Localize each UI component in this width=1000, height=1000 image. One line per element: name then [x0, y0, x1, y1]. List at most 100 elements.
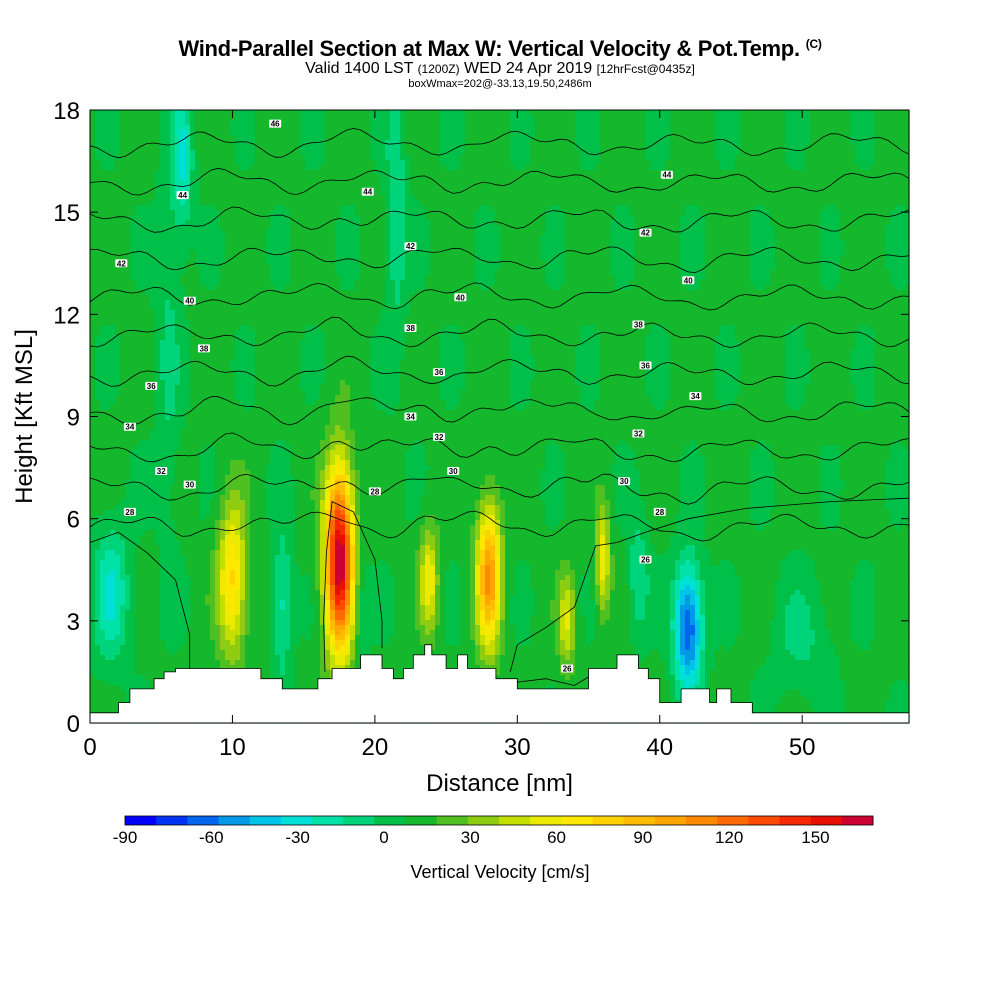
- velocity-cell: [135, 475, 141, 481]
- velocity-cell: [280, 125, 286, 131]
- velocity-cell: [95, 340, 101, 346]
- velocity-cell: [155, 475, 161, 481]
- velocity-cell: [245, 125, 251, 131]
- velocity-cell: [175, 410, 181, 416]
- velocity-cell: [100, 485, 106, 491]
- velocity-cell: [245, 150, 251, 156]
- velocity-cell: [180, 165, 186, 171]
- velocity-cell: [165, 415, 171, 421]
- velocity-cell: [130, 295, 136, 301]
- velocity-cell: [220, 245, 226, 251]
- velocity-cell: [100, 625, 106, 631]
- velocity-cell: [140, 235, 146, 241]
- velocity-cell: [165, 580, 171, 586]
- velocity-cell: [190, 460, 196, 466]
- velocity-cell: [175, 660, 181, 666]
- velocity-cell: [130, 505, 136, 511]
- velocity-cell: [210, 170, 216, 176]
- velocity-cell: [215, 440, 221, 446]
- velocity-cell: [120, 565, 126, 571]
- velocity-cell: [265, 205, 271, 211]
- velocity-cell: [145, 490, 151, 496]
- velocity-cell: [245, 390, 251, 396]
- velocity-cell: [160, 415, 166, 421]
- velocity-cell: [285, 665, 291, 671]
- velocity-cell: [240, 210, 246, 216]
- velocity-cell: [120, 290, 126, 296]
- velocity-cell: [160, 640, 166, 646]
- velocity-cell: [215, 155, 221, 161]
- velocity-cell: [120, 225, 126, 231]
- velocity-cell: [230, 385, 236, 391]
- velocity-cell: [175, 300, 181, 306]
- velocity-cell: [145, 350, 151, 356]
- velocity-cell: [250, 575, 256, 581]
- velocity-cell: [215, 560, 221, 566]
- velocity-cell: [220, 370, 226, 376]
- velocity-cell: [165, 165, 171, 171]
- velocity-cell: [185, 650, 191, 656]
- velocity-cell: [260, 285, 266, 291]
- velocity-cell: [180, 120, 186, 126]
- velocity-cell: [130, 660, 136, 666]
- velocity-cell: [185, 165, 191, 171]
- velocity-cell: [215, 215, 221, 221]
- velocity-cell: [205, 360, 211, 366]
- velocity-cell: [175, 570, 181, 576]
- velocity-cell: [220, 660, 226, 666]
- velocity-cell: [245, 515, 251, 521]
- velocity-cell: [125, 120, 131, 126]
- velocity-cell: [205, 520, 211, 526]
- velocity-cell: [290, 405, 296, 411]
- velocity-cell: [145, 330, 151, 336]
- valid-time: Valid 1400 LST: [305, 60, 413, 77]
- velocity-cell: [190, 125, 196, 131]
- velocity-cell: [90, 545, 96, 551]
- velocity-cell: [165, 230, 171, 236]
- velocity-cell: [160, 590, 166, 596]
- velocity-cell: [240, 650, 246, 656]
- velocity-cell: [160, 450, 166, 456]
- velocity-cell: [275, 380, 281, 386]
- velocity-cell: [280, 325, 286, 331]
- velocity-cell: [125, 470, 131, 476]
- velocity-cell: [140, 555, 146, 561]
- velocity-cell: [115, 550, 121, 556]
- velocity-cell: [165, 260, 171, 266]
- velocity-cell: [230, 655, 236, 661]
- velocity-cell: [270, 615, 276, 621]
- velocity-cell: [115, 365, 121, 371]
- velocity-cell: [110, 240, 116, 246]
- velocity-cell: [285, 375, 291, 381]
- velocity-cell: [230, 490, 236, 496]
- velocity-cell: [90, 655, 96, 661]
- velocity-cell: [150, 495, 156, 501]
- velocity-cell: [210, 395, 216, 401]
- velocity-cell: [220, 335, 226, 341]
- velocity-cell: [110, 160, 116, 166]
- velocity-cell: [215, 535, 221, 541]
- velocity-cell: [90, 130, 96, 136]
- velocity-cell: [270, 235, 276, 241]
- velocity-cell: [105, 275, 111, 281]
- velocity-cell: [200, 115, 206, 121]
- velocity-cell: [225, 140, 231, 146]
- velocity-cell: [125, 540, 131, 546]
- velocity-cell: [165, 180, 171, 186]
- velocity-cell: [100, 195, 106, 201]
- velocity-cell: [90, 695, 96, 701]
- velocity-cell: [170, 330, 176, 336]
- velocity-cell: [95, 325, 101, 331]
- velocity-cell: [210, 350, 216, 356]
- velocity-cell: [220, 360, 226, 366]
- velocity-cell: [200, 195, 206, 201]
- velocity-cell: [135, 125, 141, 131]
- velocity-cell: [160, 345, 166, 351]
- velocity-cell: [285, 555, 291, 561]
- velocity-cell: [220, 145, 226, 151]
- velocity-cell: [150, 450, 156, 456]
- velocity-cell: [230, 205, 236, 211]
- velocity-cell: [215, 190, 221, 196]
- velocity-cell: [175, 430, 181, 436]
- velocity-cell: [220, 505, 226, 511]
